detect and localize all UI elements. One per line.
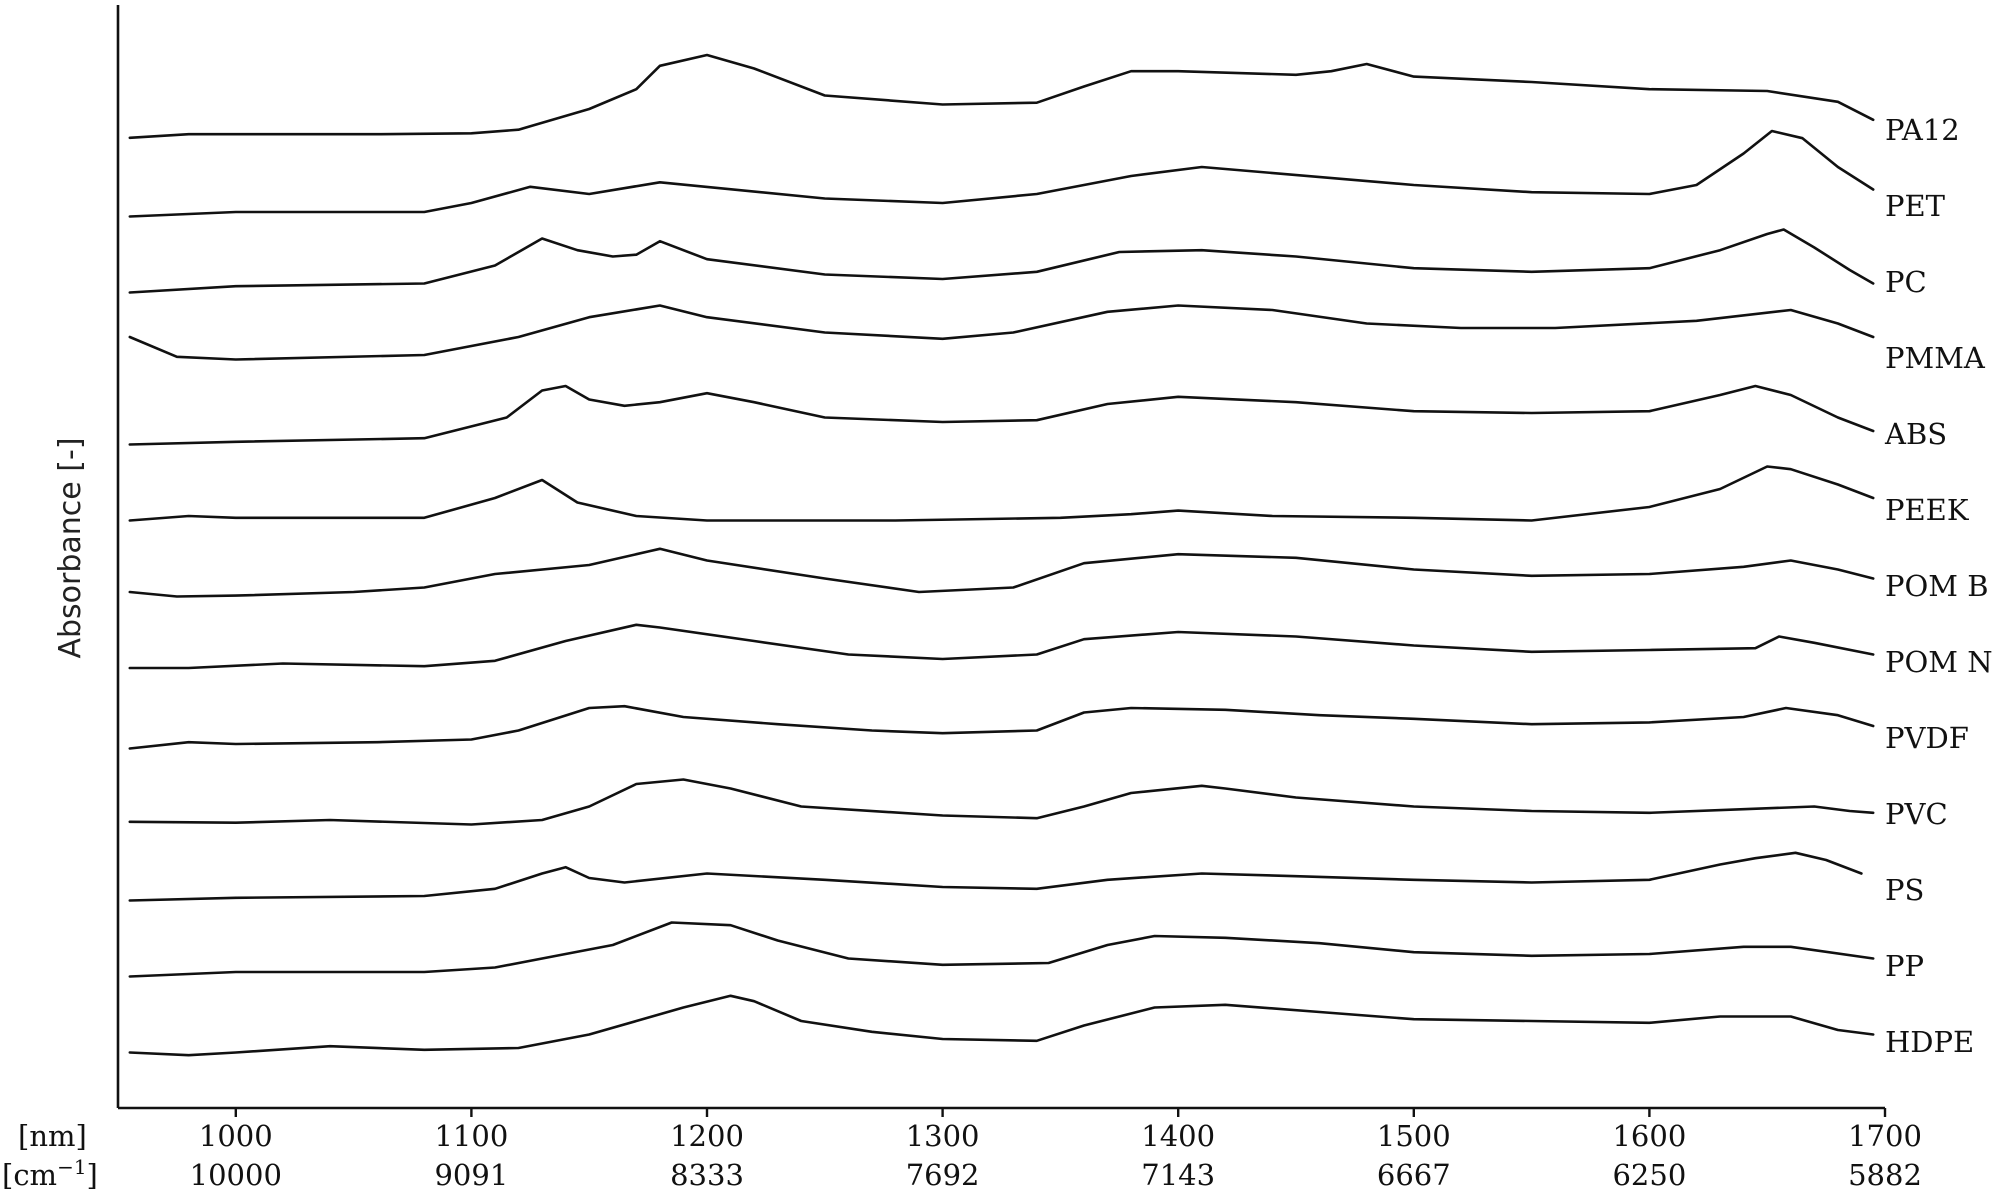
- x-axis-ticks: 1000 10000 1100 9091 1200 8333 1300 7692 1400 714…: [190, 1108, 1922, 1192]
- x-axis-unit-nm: [nm]: [18, 1119, 87, 1153]
- spectrum-line-abs: [128, 384, 1875, 446]
- spectrum-line-peek: [128, 465, 1875, 522]
- x-tick-label-nm: 1600: [1612, 1119, 1686, 1153]
- series-label-peek: PEEK: [1885, 493, 1970, 527]
- x-tick-label-wavenumber: 8333: [670, 1158, 744, 1192]
- series-label-pvc: PVC: [1885, 797, 1948, 831]
- series-label-pom-n: POM N: [1885, 645, 1993, 679]
- spectrum-line-hdpe: [128, 994, 1875, 1057]
- spectrum-line-ps: [128, 851, 1863, 902]
- spectrum-line-pc: [128, 228, 1875, 294]
- x-tick-label-wavenumber: 5882: [1848, 1158, 1922, 1192]
- spectrum-line-pom-n: [128, 623, 1875, 670]
- x-tick-label-wavenumber: 6250: [1612, 1158, 1686, 1192]
- spectrum-line-pvdf: [128, 704, 1875, 750]
- series-label-pp: PP: [1885, 949, 1924, 983]
- x-tick-label-wavenumber: 9091: [434, 1158, 508, 1192]
- wavenumber-unit-prefix: [cm: [2, 1158, 57, 1192]
- series-label-abs: ABS: [1884, 417, 1947, 451]
- x-axis-unit-wavenumber: [cm−1]: [2, 1155, 98, 1192]
- spectrum-line-pp: [128, 921, 1875, 978]
- series-labels: PA12 PET PC PMMA ABS PEEK POM B POM N PVDF PVC PS P…: [1884, 113, 1993, 1059]
- x-tick-label-wavenumber: 7692: [906, 1158, 980, 1192]
- x-tick-label-nm: 1200: [670, 1119, 744, 1153]
- x-tick-label-wavenumber: 6667: [1377, 1158, 1451, 1192]
- x-tick-label-nm: 1000: [199, 1119, 273, 1153]
- series-label-pmma: PMMA: [1885, 341, 1986, 375]
- series-label-pet: PET: [1885, 189, 1946, 223]
- series-label-pa12: PA12: [1885, 113, 1960, 147]
- series-label-pc: PC: [1885, 265, 1927, 299]
- spectrum-line-pvc: [128, 778, 1875, 826]
- spectrum-line-pmma: [128, 304, 1875, 361]
- series-label-pom-b: POM B: [1885, 569, 1989, 603]
- series-label-ps: PS: [1885, 873, 1924, 907]
- x-tick-label-nm: 1500: [1377, 1119, 1451, 1153]
- spectrum-line-pom-b: [128, 547, 1875, 598]
- spectrum-line-pa12: [128, 53, 1875, 140]
- y-axis-label: Absorbance [-]: [53, 437, 88, 658]
- x-tick-label-wavenumber: 7143: [1141, 1158, 1215, 1192]
- x-tick-label-nm: 1100: [434, 1119, 508, 1153]
- series-label-pvdf: PVDF: [1885, 721, 1969, 755]
- series-label-hdpe: HDPE: [1885, 1025, 1974, 1059]
- x-tick-label-nm: 1400: [1141, 1119, 1215, 1153]
- wavenumber-unit-close: ]: [87, 1158, 98, 1192]
- plot-area: [128, 53, 1875, 1057]
- wavenumber-unit-exponent: −1: [57, 1155, 86, 1179]
- x-tick-label-nm: 1300: [906, 1119, 980, 1153]
- x-tick-label-wavenumber: 10000: [190, 1158, 282, 1192]
- x-tick-label-nm: 1700: [1848, 1119, 1922, 1153]
- spectrum-line-pet: [128, 129, 1875, 218]
